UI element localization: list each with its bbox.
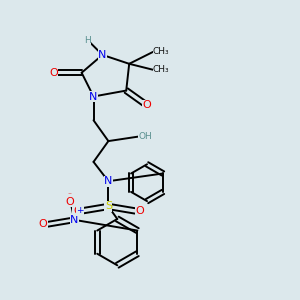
Text: S: S — [105, 202, 112, 212]
Text: H: H — [84, 35, 91, 44]
Text: CH₃: CH₃ — [153, 65, 169, 74]
Text: O: O — [65, 197, 74, 207]
Text: N: N — [104, 176, 112, 186]
Text: O: O — [73, 206, 82, 216]
Text: N: N — [70, 215, 78, 225]
Text: OH: OH — [138, 132, 152, 141]
Text: O: O — [143, 100, 152, 110]
Text: ⁻: ⁻ — [68, 190, 72, 199]
Text: N: N — [89, 92, 98, 101]
Text: +: + — [76, 206, 84, 215]
Text: O: O — [49, 68, 58, 78]
Text: O: O — [39, 219, 47, 229]
Text: CH₃: CH₃ — [153, 47, 169, 56]
Text: N: N — [98, 50, 106, 60]
Text: O: O — [135, 206, 144, 216]
